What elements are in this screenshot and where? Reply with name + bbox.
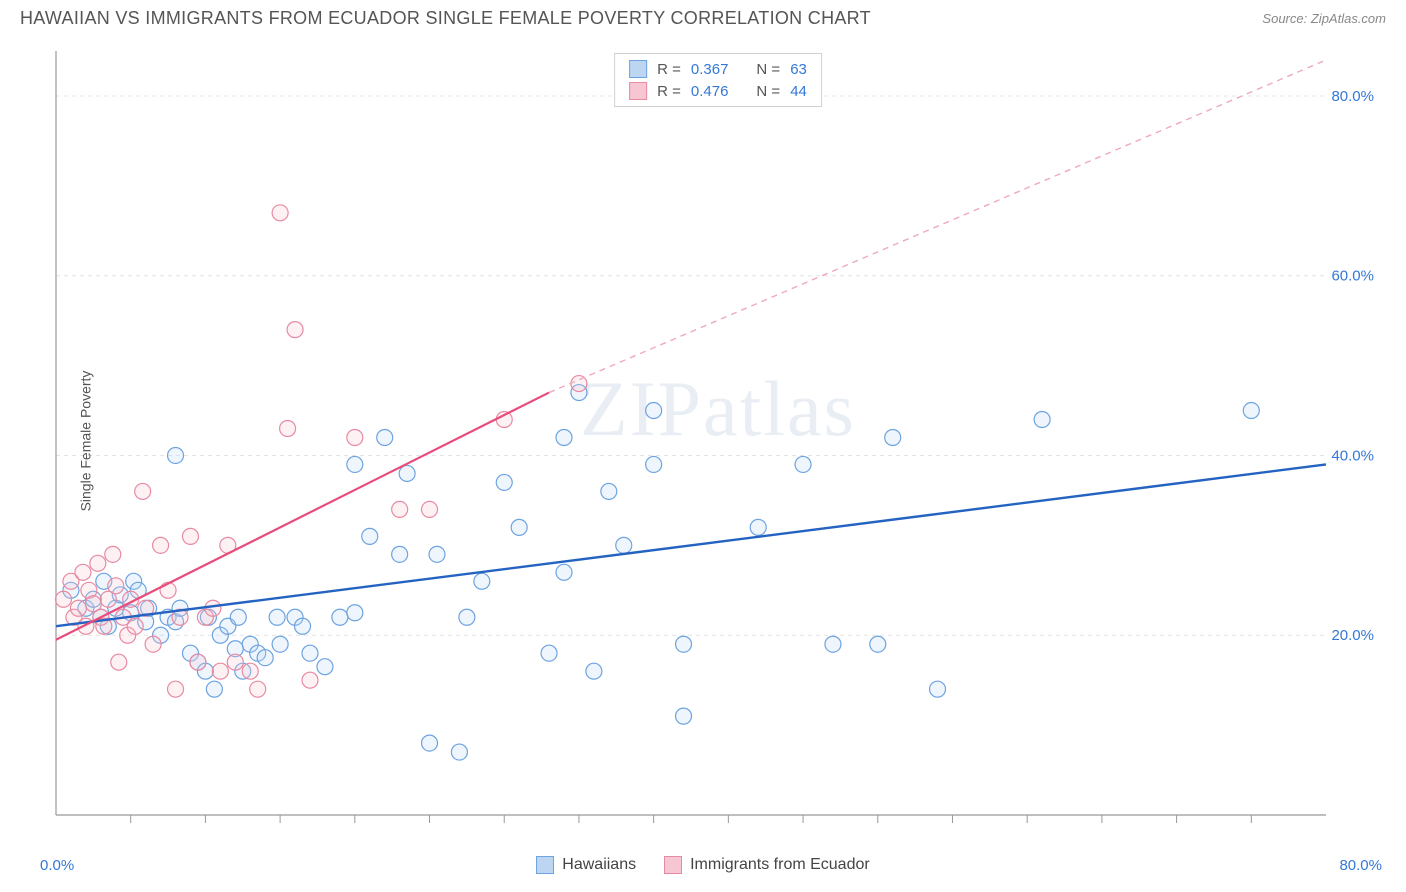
data-point — [168, 447, 184, 463]
data-point — [206, 681, 222, 697]
data-point — [392, 501, 408, 517]
data-point — [377, 429, 393, 445]
stats-row: R =0.367N =63 — [615, 58, 821, 80]
chart-title: HAWAIIAN VS IMMIGRANTS FROM ECUADOR SING… — [20, 8, 871, 29]
legend-swatch — [629, 60, 647, 78]
source-label: Source: ZipAtlas.com — [1262, 11, 1386, 26]
stats-legend: R =0.367N =63R =0.476N =44 — [614, 53, 822, 107]
data-point — [227, 654, 243, 670]
data-point — [317, 659, 333, 675]
data-point — [153, 537, 169, 553]
stats-row: R =0.476N =44 — [615, 80, 821, 102]
data-point — [347, 456, 363, 472]
y-axis-label: Single Female Poverty — [77, 371, 93, 512]
chart-area: Single Female Poverty 20.0% 40.0% 60.0% 80.… — [50, 45, 1386, 837]
legend-swatch — [629, 82, 647, 100]
data-point — [459, 609, 475, 625]
data-point — [474, 573, 490, 589]
trend-line-extension — [549, 60, 1326, 393]
data-point — [190, 654, 206, 670]
data-point — [1034, 412, 1050, 428]
data-point — [885, 429, 901, 445]
data-point — [105, 546, 121, 562]
data-point — [127, 618, 143, 634]
data-point — [541, 645, 557, 661]
data-point — [616, 537, 632, 553]
data-point — [422, 735, 438, 751]
data-point — [422, 501, 438, 517]
data-point — [257, 650, 273, 666]
data-point — [212, 663, 228, 679]
legend-swatch — [536, 856, 554, 874]
data-point — [111, 654, 127, 670]
data-point — [347, 429, 363, 445]
trend-line — [56, 393, 549, 640]
data-point — [511, 519, 527, 535]
data-point — [870, 636, 886, 652]
data-point — [295, 618, 311, 634]
data-point — [70, 600, 86, 616]
legend-item: Immigrants from Ecuador — [664, 856, 870, 874]
data-point — [108, 578, 124, 594]
data-point — [930, 681, 946, 697]
data-point — [332, 609, 348, 625]
data-point — [145, 636, 161, 652]
data-point — [287, 322, 303, 338]
data-point — [496, 474, 512, 490]
data-point — [1243, 403, 1259, 419]
data-point — [646, 456, 662, 472]
data-point — [556, 564, 572, 580]
data-point — [302, 672, 318, 688]
data-point — [676, 636, 692, 652]
data-point — [750, 519, 766, 535]
data-point — [302, 645, 318, 661]
data-point — [362, 528, 378, 544]
svg-text:40.0%: 40.0% — [1331, 447, 1374, 464]
data-point — [556, 429, 572, 445]
legend-label: Immigrants from Ecuador — [690, 856, 870, 874]
data-point — [586, 663, 602, 679]
data-point — [347, 605, 363, 621]
legend-label: Hawaiians — [562, 856, 636, 874]
data-point — [168, 681, 184, 697]
data-point — [601, 483, 617, 499]
data-point — [205, 600, 221, 616]
data-point — [399, 465, 415, 481]
svg-text:60.0%: 60.0% — [1331, 268, 1374, 285]
data-point — [230, 609, 246, 625]
data-point — [90, 555, 106, 571]
data-point — [429, 546, 445, 562]
svg-text:80.0%: 80.0% — [1331, 88, 1374, 105]
data-point — [451, 744, 467, 760]
data-point — [242, 663, 258, 679]
data-point — [135, 483, 151, 499]
data-point — [75, 564, 91, 580]
legend-item: Hawaiians — [536, 856, 636, 874]
scatter-plot: 20.0% 40.0% 60.0% 80.0% — [50, 45, 1386, 835]
data-point — [272, 636, 288, 652]
legend-swatch — [664, 856, 682, 874]
data-point — [182, 528, 198, 544]
data-point — [250, 681, 266, 697]
data-point — [269, 609, 285, 625]
series-legend: Hawaiians Immigrants from Ecuador — [0, 856, 1406, 874]
data-point — [280, 421, 296, 437]
data-point — [825, 636, 841, 652]
data-point — [392, 546, 408, 562]
data-point — [795, 456, 811, 472]
data-point — [646, 403, 662, 419]
data-point — [676, 708, 692, 724]
data-point — [272, 205, 288, 221]
svg-text:20.0%: 20.0% — [1331, 627, 1374, 644]
data-point — [55, 591, 71, 607]
